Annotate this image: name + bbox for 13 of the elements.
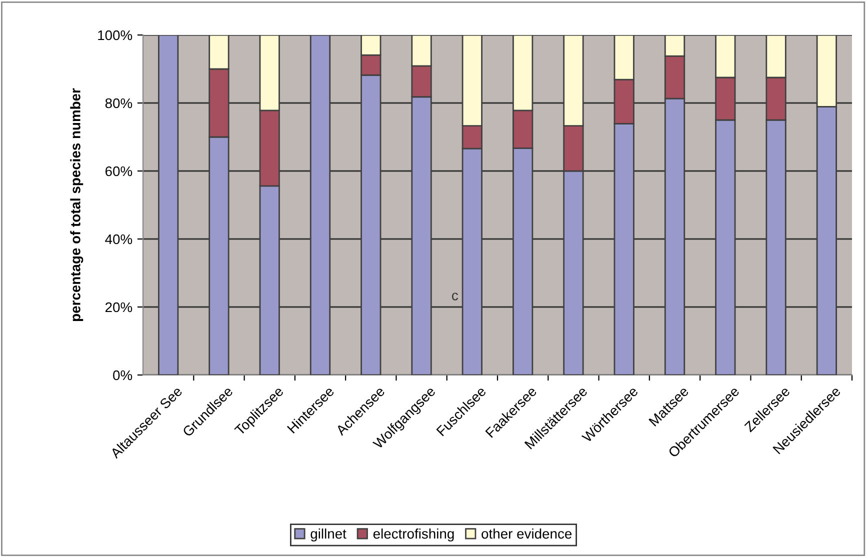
- y-axis-title: percentage of total species number: [70, 88, 84, 322]
- legend-label: gillnet: [310, 528, 346, 542]
- y-tick-label: 0%: [113, 370, 132, 380]
- y-tick-label: 60%: [105, 166, 132, 176]
- legend-label: electrofishing: [373, 528, 454, 542]
- y-tick-label: 40%: [105, 234, 132, 244]
- y-tick-label: 100%: [98, 30, 132, 40]
- y-tick-label: 20%: [105, 302, 132, 312]
- legend-label: other evidence: [482, 528, 572, 539]
- bar: [310, 35, 331, 375]
- y-tick-label: 80%: [105, 98, 132, 108]
- annotation: c: [452, 292, 458, 300]
- bar: [158, 35, 179, 375]
